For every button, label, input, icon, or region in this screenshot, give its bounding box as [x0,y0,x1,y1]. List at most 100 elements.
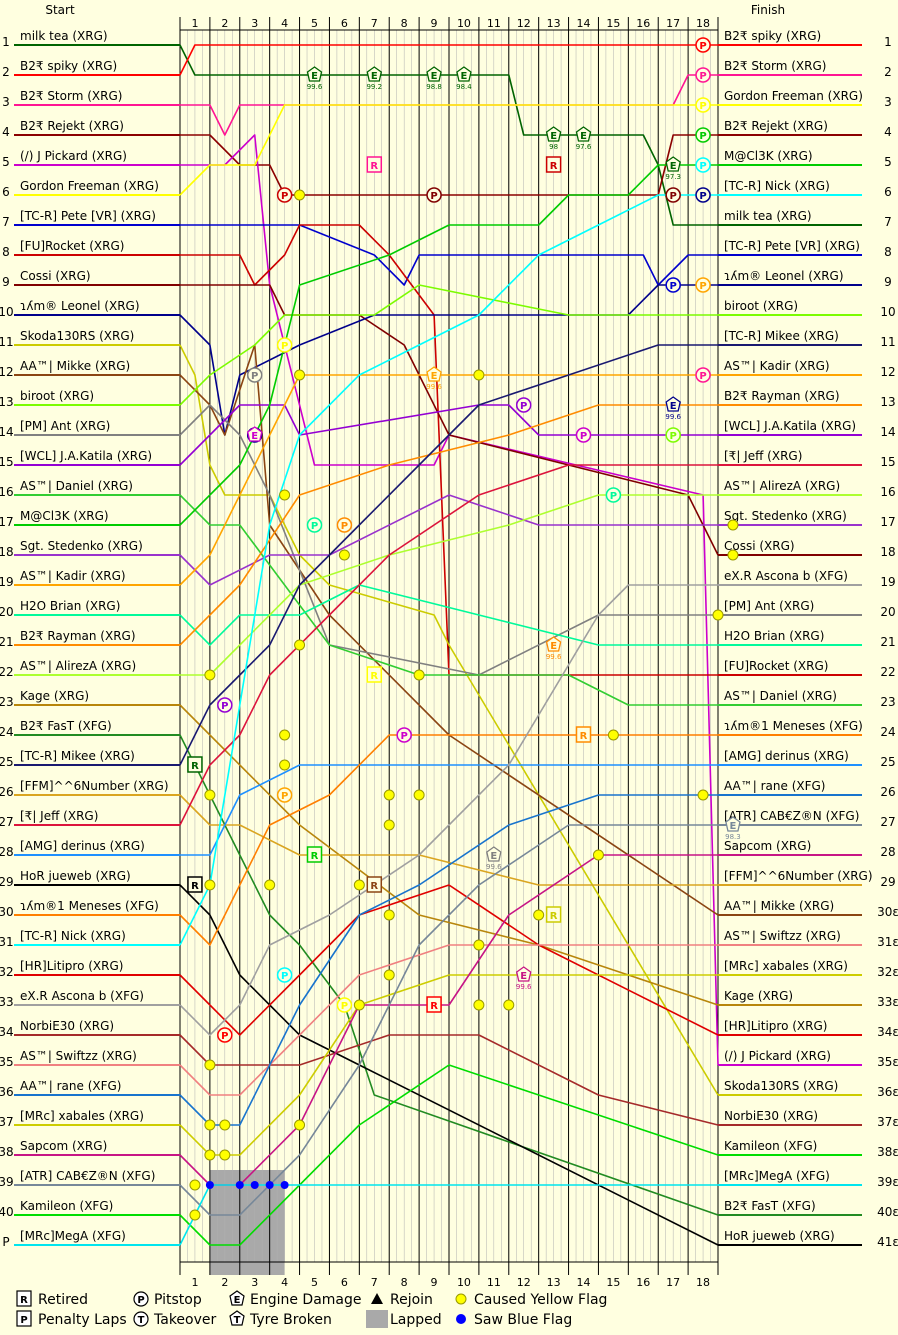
finish-position-label: 18 [880,545,895,559]
finish-driver-name: biroot (XRG) [724,299,798,313]
finish-driver-name: B2₹ FasT (XFG) [724,1199,816,1213]
lap-label-top: 6 [341,17,348,30]
legend-symbol [229,1310,245,1326]
engine-damage-marker [426,66,442,82]
start-position-label: 20 [0,605,14,619]
finish-driver-name: B2₹ Storm (XRG) [724,59,826,73]
start-driver-name: Gordon Freeman (XRG) [20,179,159,193]
yellow-flag-marker [189,1209,201,1221]
legend-symbol [229,1290,245,1306]
driver-line [179,794,718,886]
lap-label-top: 10 [457,17,471,30]
finish-position-label: 34ε [877,1025,898,1039]
finish-driver-name: M@Cl3K (XRG) [724,149,813,163]
driver-line [179,494,718,706]
finish-position-label: 41ε [877,1235,898,1249]
start-driver-name: [TC-R] Mikee (XRG) [20,749,135,763]
header-finish: Finish [751,3,785,17]
legend-glyph: E [234,1295,241,1306]
engine-damage-marker [725,816,741,832]
finish-position-label: 2 [884,65,892,79]
engine-damage-glyph: E [520,971,527,982]
engine-damage-note: 97.6 [576,143,592,151]
engine-damage-marker [545,126,562,142]
pitstop-glyph: P [221,701,228,712]
finish-driver-name: Sapcom (XRG) [724,839,811,853]
pitstop-glyph: P [281,791,288,802]
yellow-flag-marker [279,489,291,501]
pitstop-glyph: P [580,431,587,442]
yellow-flag-marker [473,939,485,951]
pitstop-glyph: P [400,731,407,742]
finish-driver-name: [AMG] derinus (XRG) [724,749,849,763]
pitstop-glyph: P [430,191,437,202]
start-driver-name: [TC-R] Pete [VR] (XRG) [20,209,156,223]
pitstop-glyph: P [669,191,676,202]
legend-symbol [133,1291,149,1307]
yellow-flag-marker [727,549,739,561]
legend-symbol [455,1293,467,1305]
finish-position-label: 33ε [877,995,898,1009]
start-driver-name: [WCL] J.A.Katila (XRG) [20,449,152,463]
start-position-label: 16 [0,485,14,499]
pitstop-glyph: P [699,161,706,172]
pitstop-glyph: P [699,101,706,112]
legend: R Retired P Pitstop E Engine Damage Rejoin Caus… [16,1290,607,1328]
start-position-label: 11 [0,335,14,349]
finish-position-label: 13 [880,395,895,409]
finish-driver-name: (/) J Pickard (XRG) [724,1049,831,1063]
pitstop-marker [217,1027,233,1043]
pitstop-glyph: P [221,1031,228,1042]
finish-driver-name: B2₹ Rayman (XRG) [724,389,840,403]
pitstop-marker [336,997,353,1013]
finish-position-label: 23 [880,695,895,709]
engine-damage-glyph: E [311,71,318,82]
start-position-label: 23 [0,695,14,709]
pitstop-marker [426,187,442,203]
retired-glyph: R [311,851,319,862]
start-driver-name: NorbiE30 (XRG) [20,1019,114,1033]
lap-label-bottom: 5 [311,1276,318,1289]
finish-driver-name: HoR jueweb (XRG) [724,1229,835,1243]
legend-symbol [133,1311,149,1327]
start-position-label: 34 [0,1025,14,1039]
start-position-label: 29 [0,875,14,889]
finish-position-label: 31ε [877,935,898,949]
lap-label-top: 11 [487,17,501,30]
start-driver-name: [TC-R] Nick (XRG) [20,929,126,943]
finish-driver-name: [FFM]^^6Number (XRG) [724,869,873,883]
start-driver-name: biroot (XRG) [20,389,94,403]
yellow-flag-marker [413,789,425,801]
start-position-label: 19 [0,575,14,589]
lap-label-bottom: 7 [371,1276,378,1289]
retired-glyph: R [550,911,558,922]
pitstop-marker [246,367,263,383]
pitstop-marker [695,157,711,173]
pitstop-marker [515,397,532,413]
start-position-label: 2 [2,65,10,79]
finish-position-label: 32ε [877,965,898,979]
pitstop-glyph: P [699,281,706,292]
finish-position-label: 36ε [877,1085,898,1099]
yellow-flag-marker [204,879,216,891]
engine-damage-note: 99.6 [486,863,502,871]
start-position-label: 40 [0,1205,14,1219]
position-lines [14,44,862,1246]
legend-glyph: T [138,1315,145,1326]
driver-line [180,494,718,676]
finish-driver-name: ɿʎm® Leonel (XRG) [724,269,844,283]
yellow-flag-marker [294,1119,306,1131]
lap-tick-labels: 1122334455667788991010111112121313141415… [191,17,710,1289]
start-position-label: 4 [2,125,10,139]
engine-damage-glyph: E [490,851,497,862]
driver-line [179,404,718,646]
start-position-label: 7 [2,215,10,229]
finish-driver-name: [TC-R] Mikee (XRG) [724,329,839,343]
start-driver-name: ɿʎm® Leonel (XRG) [20,299,140,313]
pitstop-marker [695,37,711,53]
yellow-flag-marker [533,909,545,921]
engine-damage-note: 97.3 [665,173,681,181]
yellow-flag-marker [353,999,365,1011]
lap-label-bottom: 12 [517,1276,531,1289]
